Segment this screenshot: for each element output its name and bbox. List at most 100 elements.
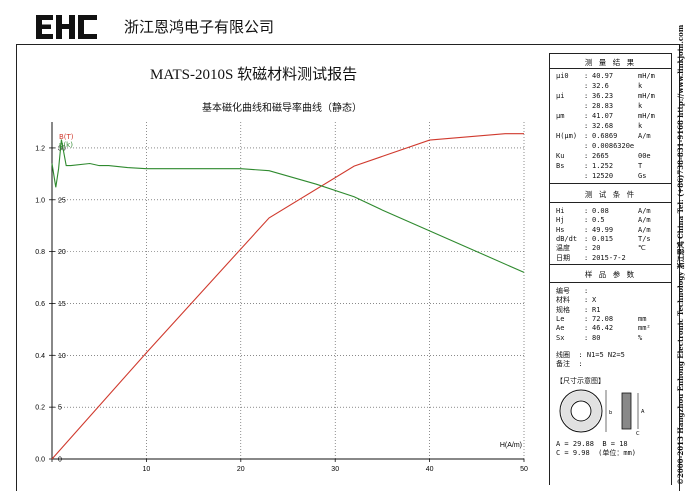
divider xyxy=(550,68,671,69)
condition-value: 20 xyxy=(592,244,601,253)
legend-label: μ(k) xyxy=(59,141,73,149)
result-separator: : xyxy=(584,142,589,150)
condition-separator: : xyxy=(584,234,589,243)
conditions-title: 测 试 条 件 xyxy=(584,190,637,199)
cross-section-rect xyxy=(621,392,632,430)
condition-separator: : xyxy=(584,253,589,262)
divider xyxy=(550,202,671,203)
result-row: Ku:2665 00e xyxy=(556,152,668,161)
y-left-tick-label: 1.2 xyxy=(35,145,45,152)
sample-separator: : xyxy=(584,287,589,295)
result-unit: k xyxy=(638,122,643,130)
coil-row: 线圈 : N1=5 N2=5 xyxy=(556,351,625,359)
y-left-tick-label: 0.8 xyxy=(35,249,45,256)
condition-unit: A/m xyxy=(638,207,651,215)
sample-separator: : xyxy=(584,305,589,314)
chart-title: MATS-2010S 软磁材料测试报告 xyxy=(150,67,358,83)
condition-value: 0.5 xyxy=(592,216,605,225)
sample-value: 80 xyxy=(592,333,601,342)
result-key: Bs xyxy=(556,162,565,170)
result-separator: : xyxy=(584,152,589,160)
result-unit: T xyxy=(638,162,643,170)
sample-key: 规格 xyxy=(556,305,570,314)
result-row: μi0:40.97 mH/m xyxy=(556,72,668,81)
condition-row: Hj:0.5 A/m xyxy=(556,216,668,225)
result-unit: Gs xyxy=(638,172,647,180)
company-name: 浙江恩鸿电子有限公司 xyxy=(124,18,275,36)
dimension-title: 【尺寸示意图】 xyxy=(556,377,605,385)
results-title: 测 量 结 果 xyxy=(584,58,637,67)
result-separator: : xyxy=(584,172,589,180)
sample-key: Le xyxy=(556,314,565,323)
dimensions-line-1: A = 29.88 B = 18 xyxy=(556,440,628,448)
y-left-tick-label: 1.0 xyxy=(35,197,45,204)
result-row: μi:36.23 mH/m xyxy=(556,92,668,101)
sample-value: 46.42 xyxy=(592,324,614,333)
dim-label-c: C xyxy=(636,431,640,437)
result-unit: mH/m xyxy=(638,112,655,120)
condition-unit: A/m xyxy=(638,216,651,225)
y-right-tick-label: 10 xyxy=(58,353,66,360)
result-row: μm:41.07 mH/m xyxy=(556,112,668,121)
x-tick-label: 30 xyxy=(331,466,339,473)
report-frame xyxy=(16,44,680,491)
condition-value: 2015-7-2 xyxy=(592,253,626,262)
y-left-tick-label: 0.2 xyxy=(35,405,45,412)
result-value: 36.23 xyxy=(592,92,614,100)
result-separator: : xyxy=(584,72,589,80)
vertical-footer-text: ©2000-2013 Hangzhou Enhong Electronic Te… xyxy=(676,24,685,485)
result-value: 41.07 xyxy=(592,112,614,120)
sample-row: 编号: xyxy=(556,287,668,296)
divider xyxy=(550,282,671,283)
result-separator: : xyxy=(584,132,589,140)
sample-row: Sx:80% xyxy=(556,334,668,343)
result-unit: k xyxy=(638,82,643,90)
result-separator: : xyxy=(584,162,589,170)
condition-separator: : xyxy=(584,216,589,225)
result-value: 1.252 xyxy=(592,162,614,170)
sample-row: Ae:46.42 mm² xyxy=(556,324,668,333)
sample-value: 72.08 xyxy=(592,314,614,323)
condition-row: dB/dt:0.015 T/s xyxy=(556,235,668,244)
condition-value: 0.015 xyxy=(592,234,614,243)
result-separator: : xyxy=(584,82,589,90)
toroid-inner xyxy=(570,400,592,422)
y-right-tick-label: 0 xyxy=(58,457,62,464)
result-value: 12520 xyxy=(592,172,614,180)
sample-row: Le:72.08 mm xyxy=(556,315,668,324)
sample-key: Ae xyxy=(556,324,565,333)
condition-key: 日期 xyxy=(556,253,570,262)
sample-value: R1 xyxy=(592,305,601,314)
result-separator: : xyxy=(584,92,589,100)
result-key: H(μm) xyxy=(556,132,578,140)
legend-label: B(T) xyxy=(59,133,74,141)
result-row: :32.6 k xyxy=(556,82,668,91)
x-axis-label: H(A/m) xyxy=(500,442,522,449)
condition-value: 0.08 xyxy=(592,207,609,215)
result-key: Ku xyxy=(556,152,565,160)
dimensions-line-2: C = 9.98 (单位：mm) xyxy=(556,449,637,457)
condition-unit: A/m xyxy=(638,225,651,234)
result-separator: : xyxy=(584,112,589,120)
sample-key: 编号 xyxy=(556,287,570,295)
result-value: 2665 xyxy=(592,152,609,160)
y-right-tick-label: 30 xyxy=(58,145,66,152)
condition-key: Hj xyxy=(556,216,565,225)
condition-separator: : xyxy=(584,207,589,215)
result-unit: mH/m xyxy=(638,72,655,80)
result-value: 0.0086320e xyxy=(592,142,635,150)
y-left-tick-label: 0.0 xyxy=(35,457,45,464)
y-left-tick-label: 0.4 xyxy=(35,353,45,360)
result-value: 32.6 xyxy=(592,82,609,90)
y-right-tick-label: 25 xyxy=(58,197,66,204)
chart-subtitle: 基本磁化曲线和磁导率曲线（静态） xyxy=(202,103,362,114)
sample-title: 样 品 参 数 xyxy=(584,270,637,279)
dim-label-a: A xyxy=(641,409,645,415)
result-key: μm xyxy=(556,112,565,120)
condition-row: 日期:2015-7-2 xyxy=(556,254,668,263)
y-right-tick-label: 20 xyxy=(58,249,66,256)
condition-key: Hs xyxy=(556,225,565,234)
condition-row: Hs:49.99 A/m xyxy=(556,226,668,235)
result-row: :28.83 k xyxy=(556,102,668,111)
